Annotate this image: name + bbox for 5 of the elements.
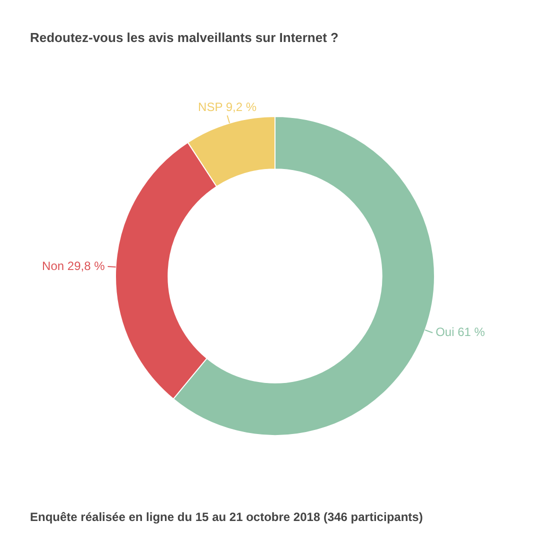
slice-label: Non 29,8 %	[42, 258, 106, 273]
slice-label: Oui 61 %	[436, 325, 486, 340]
text: Enquête réalisée en ligne du 15 au 21 octobre 2018 (346 participants)	[30, 510, 423, 524]
slice-label: NSP 9,2 %	[198, 100, 257, 114]
chart-title: Redoutez-vous les avis malveillants sur Internet ?	[30, 30, 338, 45]
